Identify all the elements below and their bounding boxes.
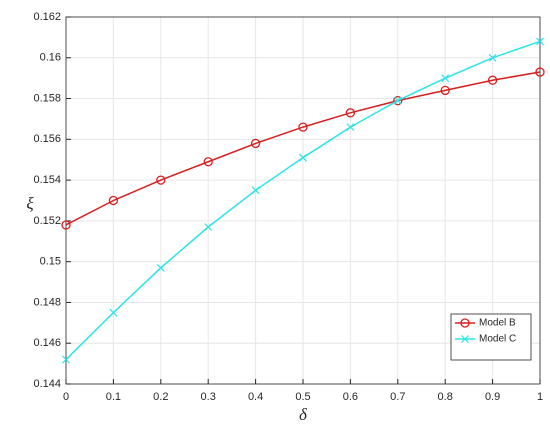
marker [299,153,307,162]
legend-label: Model B [479,318,516,329]
x-tick-label: 0.9 [485,391,500,403]
x-tick-label: 0.4 [248,391,263,403]
marker [298,122,308,132]
data-line [65,71,541,226]
x-tick-label: 0.1 [106,391,121,403]
x-tick-label: 1 [537,391,543,403]
marker [109,308,118,317]
x-axis-label: δ [299,405,308,424]
x-tick-label: 0.8 [438,391,453,403]
marker [204,223,213,231]
legend-label: Model C [479,334,516,345]
y-tick-label: 0.15 [40,256,61,268]
marker [61,220,71,230]
x-tick-label: 0.5 [295,391,310,403]
marker [345,108,356,118]
marker [536,37,544,46]
y-axis-label: ξ [26,194,34,213]
x-tick-label: 0.7 [390,391,405,403]
marker [251,186,260,195]
y-tick-label: 0.162 [33,11,61,23]
marker [393,95,403,106]
marker [440,85,450,96]
marker [488,53,497,62]
marker [393,96,402,105]
legend: Model B Model C [450,313,532,361]
legend-marker [461,335,469,343]
x-tick-label: 0.6 [343,391,358,403]
legend-box [450,313,532,361]
marker [535,67,545,77]
y-tick-label: 0.156 [33,133,61,145]
y-tick-label: 0.154 [33,174,61,186]
plot-frame [65,16,541,385]
y-tick-label: 0.146 [33,337,61,349]
y-tick-label: 0.16 [40,52,61,64]
marker [487,75,498,85]
marker [203,157,213,167]
y-tick-label: 0.158 [33,92,61,104]
marker [156,175,166,185]
y-tick-label: 0.144 [33,378,61,390]
marker [108,195,119,206]
y-tick-label: 0.152 [33,215,61,227]
x-tick-label: 0.3 [201,391,216,403]
marker [346,123,355,132]
marker [62,355,70,364]
x-tick-label: 0 [63,391,69,403]
x-tick-label: 0.2 [153,391,168,403]
marker [441,74,450,83]
legend-marker [460,318,470,328]
y-tick-label: 0.148 [33,296,61,308]
marker [250,138,261,149]
marker [156,263,165,272]
